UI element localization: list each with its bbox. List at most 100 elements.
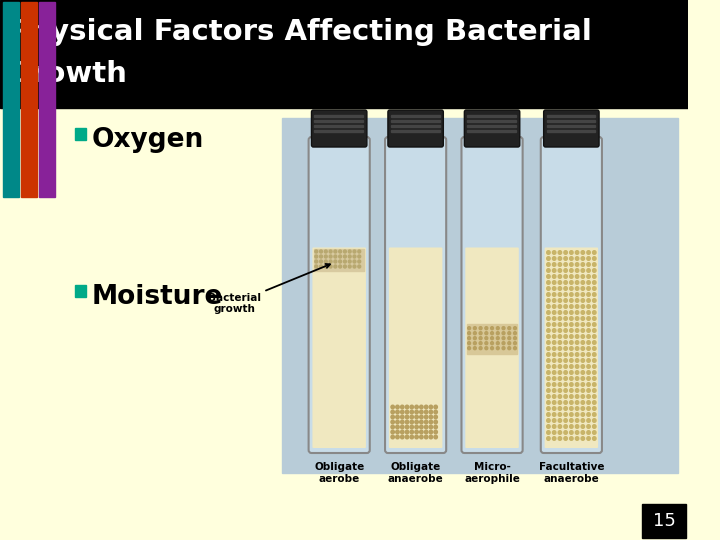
Bar [467,120,516,122]
Circle shape [575,424,579,428]
Circle shape [415,435,418,439]
Circle shape [575,341,579,345]
Circle shape [546,401,550,404]
Circle shape [581,424,585,428]
Circle shape [570,299,573,302]
Circle shape [575,377,579,380]
Circle shape [502,327,505,330]
Circle shape [405,405,409,409]
Circle shape [508,336,510,340]
FancyBboxPatch shape [312,110,367,147]
Circle shape [513,347,516,350]
Circle shape [358,255,361,258]
Circle shape [570,310,573,314]
Circle shape [581,418,585,422]
Circle shape [564,353,567,356]
Circle shape [546,256,550,260]
Circle shape [587,299,590,302]
Circle shape [474,336,477,340]
Circle shape [587,401,590,404]
Bar [391,125,439,127]
Circle shape [564,256,567,260]
Circle shape [410,430,413,434]
Circle shape [552,281,556,284]
Circle shape [570,269,573,272]
Circle shape [334,265,337,268]
Circle shape [552,377,556,380]
Circle shape [575,401,579,404]
Circle shape [575,431,579,434]
Circle shape [546,418,550,422]
Circle shape [570,431,573,434]
Circle shape [502,347,505,350]
Circle shape [558,395,562,399]
Circle shape [581,347,585,350]
Circle shape [587,407,590,410]
Circle shape [581,287,585,291]
Circle shape [358,250,361,253]
Bar [315,130,363,132]
Circle shape [552,364,556,368]
Circle shape [587,305,590,308]
Circle shape [353,255,356,258]
Circle shape [552,401,556,404]
Circle shape [575,316,579,320]
Circle shape [593,281,596,284]
Bar [315,248,364,271]
Circle shape [558,437,562,440]
Circle shape [479,327,482,330]
Circle shape [593,370,596,374]
Circle shape [552,341,556,345]
Circle shape [587,262,590,266]
Circle shape [587,347,590,350]
Bar [39,2,55,197]
Circle shape [405,425,409,429]
Circle shape [546,407,550,410]
Bar [282,118,678,473]
Circle shape [424,425,428,429]
Circle shape [429,415,433,419]
Circle shape [496,347,499,350]
Circle shape [552,329,556,332]
Circle shape [558,262,562,266]
Circle shape [552,431,556,434]
Circle shape [410,405,413,409]
Circle shape [587,424,590,428]
Circle shape [575,275,579,278]
Circle shape [424,410,428,414]
Circle shape [587,418,590,422]
Circle shape [552,395,556,399]
Circle shape [558,431,562,434]
Circle shape [570,353,573,356]
Circle shape [587,413,590,416]
Circle shape [593,431,596,434]
Circle shape [581,395,585,399]
Circle shape [434,405,438,409]
Circle shape [410,435,413,439]
Circle shape [552,424,556,428]
Circle shape [564,269,567,272]
Circle shape [564,316,567,320]
Circle shape [400,405,404,409]
Circle shape [570,377,573,380]
Bar [75,128,86,140]
Circle shape [496,327,499,330]
Circle shape [546,251,550,254]
Circle shape [353,265,356,268]
Circle shape [558,347,562,350]
Circle shape [496,342,499,345]
Circle shape [575,383,579,386]
Text: Physical Factors Affecting Bacterial: Physical Factors Affecting Bacterial [8,18,592,46]
Circle shape [400,430,404,434]
Circle shape [405,415,409,419]
Circle shape [570,293,573,296]
Circle shape [474,342,477,345]
Circle shape [353,250,356,253]
Circle shape [558,293,562,296]
Circle shape [410,415,413,419]
Circle shape [593,275,596,278]
Circle shape [485,336,487,340]
Circle shape [593,424,596,428]
Circle shape [400,425,404,429]
Circle shape [575,251,579,254]
